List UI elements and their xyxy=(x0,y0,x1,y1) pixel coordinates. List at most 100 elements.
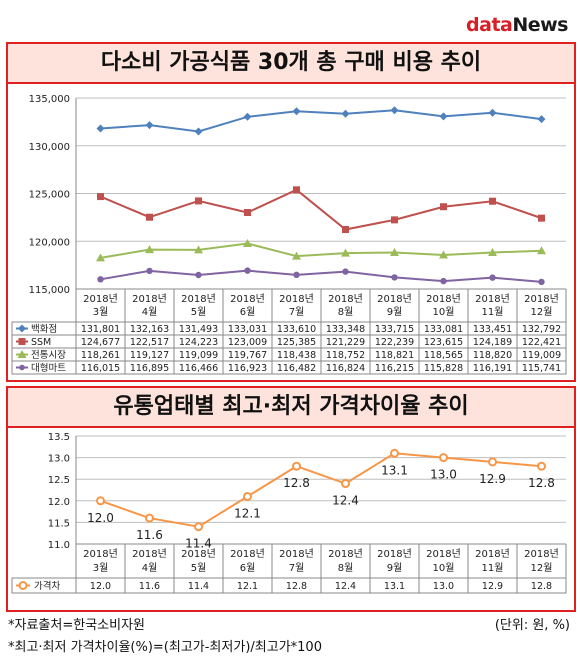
data-point xyxy=(293,186,300,194)
table-value: 119,767 xyxy=(228,350,267,361)
table-value: 124,677 xyxy=(81,337,120,348)
data-point xyxy=(146,213,153,221)
x-tick-label-month: 4월 xyxy=(142,562,158,574)
table-value: 133,081 xyxy=(424,324,463,335)
x-tick-label-year: 2018년 xyxy=(132,293,167,305)
series-line-1 xyxy=(100,188,542,231)
table-value: 12.8 xyxy=(286,581,307,592)
y-tick-label: 115,000 xyxy=(29,285,70,296)
x-tick-label-year: 2018년 xyxy=(328,293,363,305)
table-value: 121,229 xyxy=(326,337,365,348)
x-tick-label-month: 11월 xyxy=(482,562,504,574)
x-tick-label-year: 2018년 xyxy=(524,293,559,305)
table-value: 116,482 xyxy=(277,363,316,374)
x-tick-label-month: 6월 xyxy=(240,562,256,574)
x-tick-label-year: 2018년 xyxy=(328,548,363,560)
legend-marker xyxy=(17,350,27,358)
data-label: 12.1 xyxy=(234,506,261,520)
x-tick-label-year: 2018년 xyxy=(230,293,265,305)
table-value: 125,385 xyxy=(277,337,316,348)
x-tick-label-year: 2018년 xyxy=(426,548,461,560)
data-point xyxy=(537,461,546,471)
x-tick-label-month: 12월 xyxy=(531,562,553,574)
data-point xyxy=(195,197,202,205)
data-point xyxy=(194,522,203,532)
data-label: 11.6 xyxy=(136,528,163,542)
formula-note: *최고·최저 가격차이율(%)=(최고가-최저가)/최고가*100 xyxy=(8,640,322,655)
data-label: 12.0 xyxy=(87,511,114,525)
data-point xyxy=(390,106,399,115)
x-tick-label-month: 12월 xyxy=(531,306,553,318)
table-value: 119,099 xyxy=(179,350,218,361)
data-label: 12.8 xyxy=(283,476,310,490)
y-tick-label: 125,000 xyxy=(29,190,70,201)
data-point xyxy=(391,274,398,281)
table-value: 132,792 xyxy=(522,324,561,335)
table-value: 124,223 xyxy=(179,337,218,348)
y-tick-label: 130,000 xyxy=(29,142,70,153)
chart2-plot: 13.5 13.0 12.5 12.0 11.5 11.0 2018년 3월 2018년 4월 20… xyxy=(11,432,567,594)
table-value: 115,741 xyxy=(522,363,561,374)
chart1-title: 다소비 가공식품 30개 총 구매 비용 추이 xyxy=(8,44,574,84)
legend-marker xyxy=(18,338,26,345)
x-tick-label-year: 2018년 xyxy=(132,548,167,560)
data-point xyxy=(391,216,398,224)
table-value: 124,189 xyxy=(473,337,512,348)
table-value: 122,239 xyxy=(375,337,414,348)
x-tick-label-month: 9월 xyxy=(387,562,403,574)
x-tick-label-year: 2018년 xyxy=(83,293,118,305)
table-value: 118,565 xyxy=(424,350,463,361)
data-point xyxy=(292,107,301,116)
series-line xyxy=(100,452,542,528)
data-point xyxy=(243,491,252,501)
table-value: 133,451 xyxy=(473,324,512,335)
table-value: 131,493 xyxy=(179,324,218,335)
x-tick-label-year: 2018년 xyxy=(524,548,559,560)
legend-marker xyxy=(18,581,28,590)
table-value: 13.1 xyxy=(384,581,405,592)
data-point xyxy=(341,109,350,118)
x-tick-label-month: 9월 xyxy=(387,306,403,318)
x-tick-label-month: 8월 xyxy=(338,306,354,318)
table-value: 13.0 xyxy=(433,581,454,592)
source-note: *자료출처=한국소비자원 xyxy=(8,618,145,633)
data-point xyxy=(96,496,105,506)
x-tick-label-month: 7월 xyxy=(289,562,305,574)
series-line-2 xyxy=(100,242,542,259)
table-value: 133,348 xyxy=(326,324,365,335)
table-value: 122,517 xyxy=(130,337,169,348)
table-value: 12.4 xyxy=(335,581,356,592)
table-value: 118,821 xyxy=(375,350,414,361)
data-label: 11.4 xyxy=(185,537,212,551)
unit-note: (단위: 원, %) xyxy=(494,618,570,633)
legend-label: 백화점 xyxy=(31,323,57,335)
x-tick-label-year: 2018년 xyxy=(230,548,265,560)
table-value: 123,615 xyxy=(424,337,463,348)
table-value: 116,824 xyxy=(326,363,365,374)
table-value: 118,752 xyxy=(326,350,365,361)
data-point xyxy=(145,245,154,254)
table-value: 133,610 xyxy=(277,324,316,335)
y-tick-label: 11.5 xyxy=(48,518,70,529)
data-point xyxy=(341,479,350,489)
table-value: 116,923 xyxy=(228,363,267,374)
x-tick-label-year: 2018년 xyxy=(377,293,412,305)
y-tick-label: 135,000 xyxy=(29,94,70,105)
data-point xyxy=(293,271,300,279)
legend-marker xyxy=(18,324,26,333)
data-point xyxy=(244,209,251,217)
x-tick-label-month: 10월 xyxy=(433,562,455,574)
table-value: 12.9 xyxy=(482,581,503,592)
table-value: 116,215 xyxy=(375,363,414,374)
data-point xyxy=(146,267,153,275)
x-tick-label-month: 5월 xyxy=(191,306,207,318)
table-value: 118,438 xyxy=(277,350,316,361)
data-point xyxy=(194,245,203,254)
data-point xyxy=(97,193,104,201)
y-tick-label: 13.5 xyxy=(48,432,70,443)
x-tick-label-month: 11월 xyxy=(482,306,504,318)
table-value: 119,009 xyxy=(522,350,561,361)
table-value: 12.8 xyxy=(531,581,552,592)
table-value: 116,191 xyxy=(473,363,512,374)
data-point xyxy=(488,457,497,467)
